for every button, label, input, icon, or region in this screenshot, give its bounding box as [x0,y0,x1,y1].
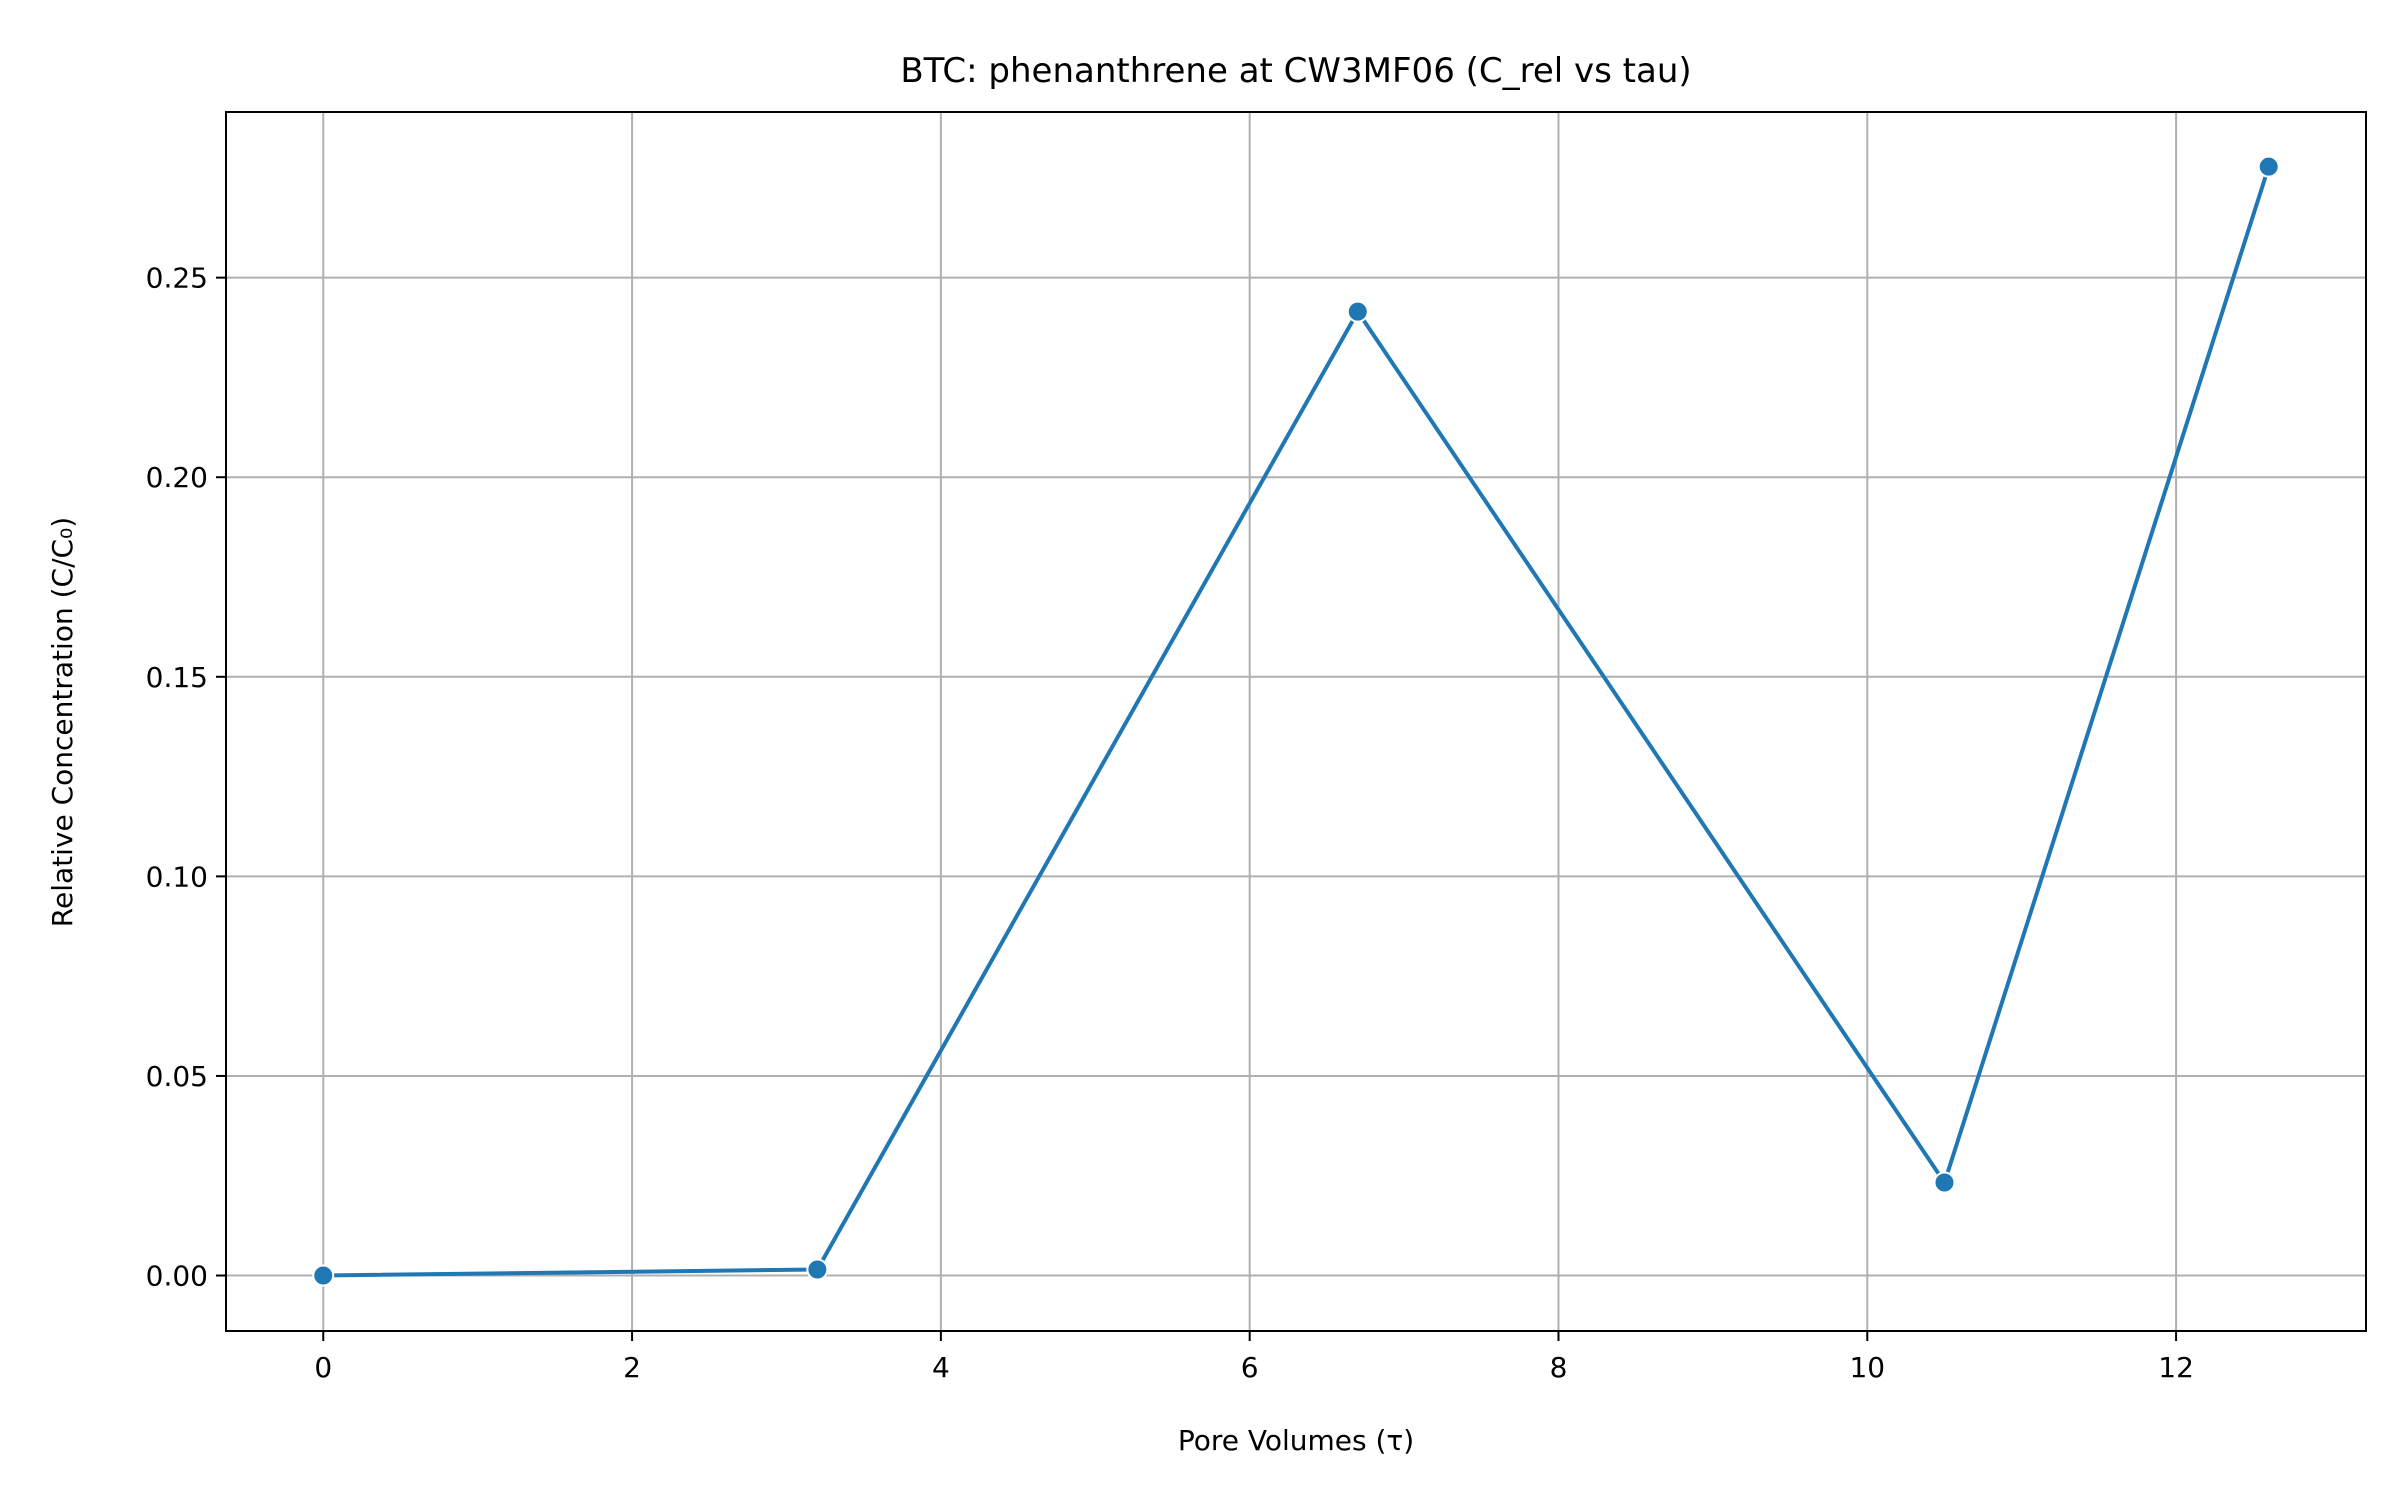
x-tick-label: 8 [1550,1351,1568,1384]
data-point [1933,1171,1956,1194]
data-point [312,1264,335,1287]
series-layer [312,155,2280,1287]
y-tick-label: 0.00 [146,1260,208,1293]
x-tick-label: 10 [1849,1351,1885,1384]
y-axis-label: Relative Concentration (C/C₀) [46,517,79,927]
x-tick-label: 4 [932,1351,950,1384]
x-tick-label: 12 [2158,1351,2194,1384]
x-axis-label: Pore Volumes (τ) [1178,1424,1414,1457]
y-tick-label: 0.25 [146,262,208,295]
x-tick-label: 6 [1241,1351,1259,1384]
plot-frame [225,111,2367,1332]
y-tick-label: 0.20 [146,461,208,494]
y-tick-label: 0.15 [146,661,208,694]
data-point [1346,300,1369,323]
x-tick-label: 2 [623,1351,641,1384]
chart-title: BTC: phenanthrene at CW3MF06 (C_rel vs t… [900,51,1691,91]
data-point [806,1258,829,1281]
y-tick-label: 0.10 [146,860,208,893]
grid [226,112,2366,1331]
y-tick-label: 0.05 [146,1060,208,1093]
axis-ticks: 0 2 4 6 8 10 12 0.00 0.05 0.10 0.15 0.20 0.25 [146,262,2194,1384]
data-point [2257,155,2280,178]
x-tick-label: 0 [314,1351,332,1384]
